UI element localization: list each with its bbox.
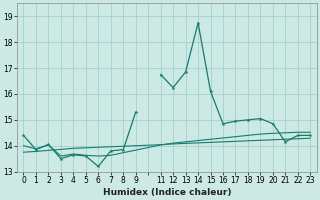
X-axis label: Humidex (Indice chaleur): Humidex (Indice chaleur)	[103, 188, 231, 197]
